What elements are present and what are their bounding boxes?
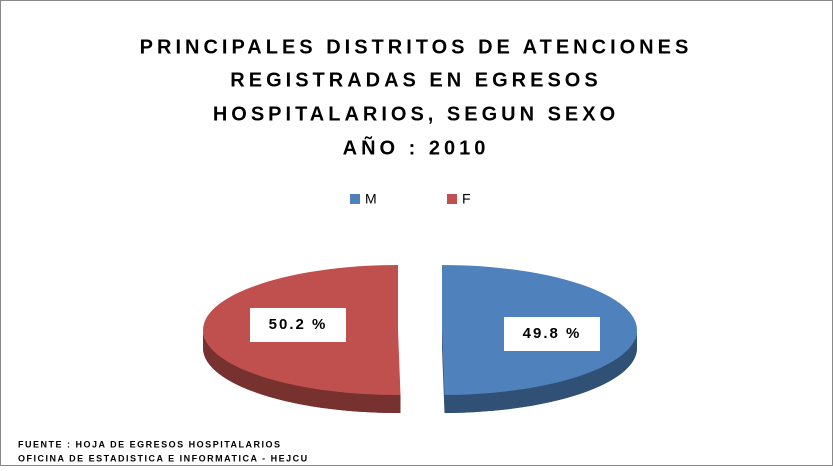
chart-title: REGISTRADAS EN EGRESOS [230, 69, 601, 91]
legend-swatch [350, 194, 360, 204]
value-label: 49.8 % [523, 325, 582, 342]
legend-label: M [365, 191, 377, 207]
slice-side [444, 330, 637, 413]
chart-title: PRINCIPALES DISTRITOS DE ATENCIONES [140, 36, 693, 58]
source-note: OFICINA DE ESTADISTICA E INFORMATICA - H… [18, 453, 309, 463]
value-label-box [250, 308, 346, 342]
value-label: 50.2 % [269, 316, 328, 333]
source-note: FUENTE : HOJA DE EGRESOS HOSPITALARIOS [18, 439, 282, 449]
slice-side [203, 330, 401, 413]
chart-title: HOSPITALARIOS, SEGUN SEXO [213, 103, 619, 125]
chart-title: AÑO : 2010 [343, 136, 490, 159]
legend-label: F [462, 191, 471, 207]
value-label-box [504, 317, 600, 351]
legend-swatch [447, 194, 457, 204]
